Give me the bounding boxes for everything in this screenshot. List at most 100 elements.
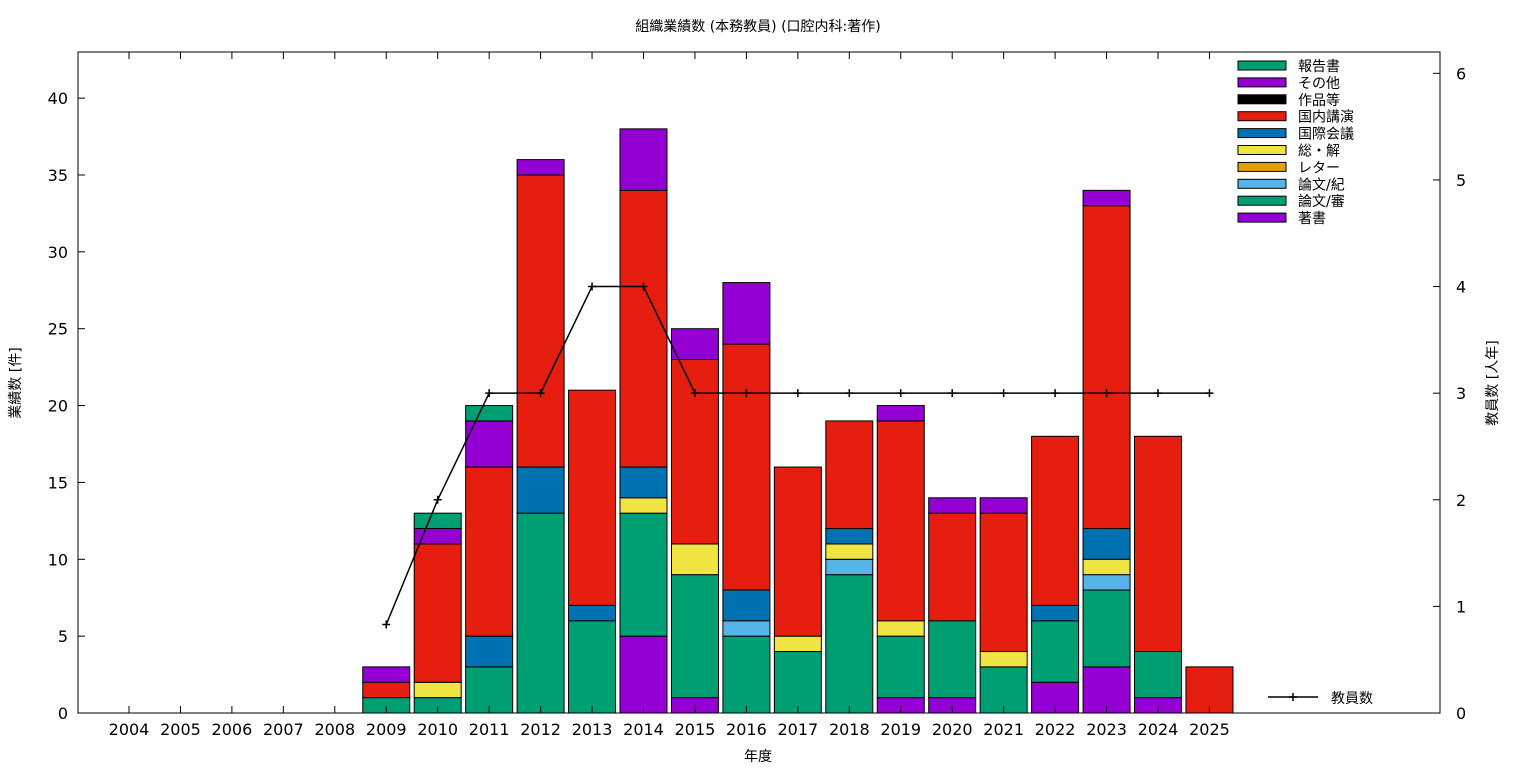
bar-segment: [619, 512, 668, 637]
legend-swatch: [1237, 145, 1287, 155]
legend-label: 作品等: [1298, 92, 1340, 109]
x-tick-label: 2011: [469, 720, 510, 739]
x-tick-label: 2012: [520, 720, 561, 739]
legend-swatch: [1237, 128, 1287, 139]
line-point: [999, 389, 1008, 398]
x-tick-label: 2005: [160, 720, 201, 739]
y-tick-label: 35: [48, 166, 68, 185]
legend-label: 論文/紀: [1298, 177, 1345, 193]
y-tick-label: 20: [48, 397, 68, 416]
bar-segment: [619, 466, 668, 499]
y-tick-label: 15: [48, 473, 68, 492]
bar-segment: [1031, 435, 1080, 606]
bar-segment: [568, 389, 617, 606]
bar-segment: [825, 574, 874, 714]
bar-segment: [670, 574, 719, 699]
bar-segment: [825, 543, 874, 560]
legend-swatch: [1237, 212, 1287, 223]
legend-swatch: [1237, 178, 1287, 189]
bar-segment: [825, 558, 874, 576]
x-tick-label: 2015: [675, 720, 716, 739]
y2-tick-label: 5: [1456, 171, 1466, 190]
bars-layer: [362, 128, 1234, 714]
bar-segment: [619, 128, 668, 191]
bar-segment: [773, 651, 822, 714]
x-tick-label: 2017: [777, 720, 818, 739]
x-tick-label: 2020: [932, 720, 973, 739]
x-axis-label: 年度: [744, 749, 772, 765]
bar-segment: [516, 159, 565, 176]
bar-segment: [568, 604, 617, 622]
bar-segment: [1082, 589, 1131, 668]
bar-segment: [619, 635, 668, 714]
y-tick-label: 25: [48, 320, 68, 339]
legend-swatch: [1237, 111, 1287, 122]
line-point: [1154, 389, 1162, 398]
bar-segment: [722, 620, 771, 637]
line-layer: [382, 282, 1214, 629]
bar-segment: [1082, 574, 1131, 591]
line-point: [433, 495, 442, 504]
line-point: [1102, 389, 1111, 398]
bar-segment: [516, 512, 565, 714]
bar-segment: [413, 681, 462, 699]
bar-segment: [979, 512, 1028, 653]
chart-title: 組織業績数 (本務教員) (口腔内科:著作): [635, 19, 880, 35]
line-point: [690, 389, 699, 398]
bar-segment: [825, 528, 874, 545]
bar-segment: [1082, 666, 1131, 714]
legend-label: 総・解: [1298, 144, 1340, 160]
x-tick-label: 2025: [1189, 720, 1230, 739]
line-point: [896, 389, 905, 398]
line-point: [948, 389, 957, 398]
bar-segment: [413, 512, 462, 530]
bar-segment: [465, 420, 514, 468]
line-point: [485, 389, 494, 398]
y2-tick-label: 6: [1456, 64, 1466, 83]
line-point: [536, 389, 545, 398]
y-tick-label: 5: [58, 627, 68, 646]
y-tick-label: 10: [48, 550, 68, 569]
bar-segment: [465, 666, 514, 714]
bar-segment: [876, 620, 925, 637]
bar-segment: [722, 343, 771, 591]
line-point: [1205, 389, 1214, 398]
bar-segment: [1082, 558, 1131, 576]
bar-segment: [1134, 651, 1182, 699]
bar-segment: [722, 589, 771, 622]
legend-swatch: [1237, 94, 1287, 105]
bar-segment: [516, 466, 565, 514]
bar-segment: [773, 466, 822, 637]
legend-label: 著書: [1298, 211, 1326, 227]
y2-tick-label: 3: [1456, 384, 1466, 403]
bar-segment: [876, 405, 925, 422]
y2-tick-label: 0: [1456, 704, 1466, 723]
line-point: [1051, 389, 1060, 398]
x-tick-label: 2004: [109, 720, 150, 739]
bar-segment: [722, 635, 771, 714]
x-tick-label: 2023: [1086, 720, 1127, 739]
bar-segment: [465, 635, 514, 668]
bar-segment: [465, 466, 514, 637]
bar-segment: [1031, 604, 1080, 622]
x-tick-label: 2010: [417, 720, 458, 739]
bar-segment: [568, 620, 617, 714]
x-tick-label: 2006: [212, 720, 253, 739]
bar-segment: [465, 405, 514, 422]
x-tick-label: 2007: [263, 720, 304, 739]
x-tick-label: 2013: [572, 720, 613, 739]
x-tick-label: 2018: [829, 720, 870, 739]
bar-segment: [619, 189, 668, 468]
y2-tick-label: 1: [1456, 597, 1466, 616]
bar-segment: [979, 651, 1028, 668]
bar-segment: [670, 543, 719, 576]
line-point: [588, 282, 597, 291]
bar-segment: [1031, 620, 1080, 683]
x-tick-label: 2016: [726, 720, 767, 739]
line-point: [793, 389, 802, 398]
bar-segment: [1134, 435, 1182, 653]
legend-swatch: [1237, 77, 1287, 88]
bar-segment: [362, 681, 411, 699]
y-tick-label: 30: [48, 243, 68, 262]
